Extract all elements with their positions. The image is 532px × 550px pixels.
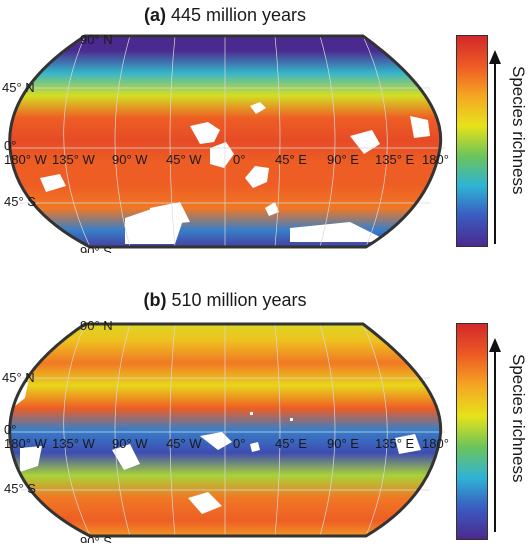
panel-a-colorbar-text: Species richness	[509, 66, 528, 195]
panel-b-lon-180w: 180° W	[4, 436, 48, 451]
panel-b-lat-45n: 45° N	[2, 370, 35, 385]
panel-a-title: (a) 445 million years	[0, 5, 450, 26]
panel-b-lat-90n: 90° N	[80, 318, 113, 333]
panel-a-map: 90° N 45° N 0° 45° S 90° S 180° W 135° W…	[2, 32, 449, 253]
panel-b-colorbar-text: Species richness	[509, 354, 528, 483]
panel-a-graticule	[5, 35, 445, 248]
panel-a-lat-45n: 45° N	[2, 80, 35, 95]
panel-a-lon-90e: 90° E	[327, 152, 359, 167]
panel-a-lat-45s: 45° S	[4, 194, 36, 209]
panel-b-lon-135e: 135° E	[375, 436, 415, 451]
panel-a-lon-45w: 45° W	[166, 152, 202, 167]
panel-b-graticule	[5, 323, 445, 537]
panel-b-lon-135w: 135° W	[52, 436, 96, 451]
panel-b-tag: (b)	[143, 290, 167, 310]
panel-a-colorbar-label: Species richness	[487, 48, 528, 244]
panel-b-colorbar-label: Species richness	[487, 336, 528, 532]
panel-b-map-outline	[8, 322, 443, 538]
panel-b-lat-90s: 90° S	[80, 534, 112, 543]
panel-b-lat-45s: 45° S	[4, 481, 36, 496]
panel-a-lon-90w: 90° W	[112, 152, 148, 167]
panel-a-lon-180w: 180° W	[4, 152, 48, 167]
panel-b-lon-180e: 180°	[422, 436, 449, 451]
panel-b-lon-0: 0°	[233, 436, 245, 451]
panel-b-map: 90° N 45° N 0° 45° S 90° S 180° W 135° W…	[2, 318, 449, 543]
panel-b-lon-90w: 90° W	[112, 436, 148, 451]
panel-a-lon-180e: 180°	[422, 152, 449, 167]
panel-a-lat-0: 0°	[4, 138, 16, 153]
panel-a-lon-135w: 135° W	[52, 152, 96, 167]
panel-b-title-text: 510 million years	[171, 290, 307, 310]
panel-a-colorbar	[456, 35, 488, 247]
panel-b-arrow-head-icon	[489, 338, 501, 352]
panel-a-tag: (a)	[143, 5, 166, 25]
panel-a-lon-45e: 45° E	[275, 152, 307, 167]
panel-b-title: (b) 510 million years	[0, 290, 450, 311]
panel-b-lon-45e: 45° E	[275, 436, 307, 451]
panel-a-lon-0: 0°	[233, 152, 245, 167]
panel-a-lat-90s: 90° S	[80, 244, 112, 253]
panel-b-colorbar	[456, 323, 488, 540]
panel-a-lat-90n: 90° N	[80, 32, 113, 47]
panel-a-map-outline	[8, 34, 443, 249]
panel-b-lat-0: 0°	[4, 422, 16, 437]
panel-b-lon-90e: 90° E	[327, 436, 359, 451]
panel-a-arrow-head-icon	[489, 50, 501, 64]
panel-a-title-text: 445 million years	[170, 5, 307, 25]
panel-b-lon-45w: 45° W	[166, 436, 202, 451]
panel-a-lon-135e: 135° E	[375, 152, 415, 167]
